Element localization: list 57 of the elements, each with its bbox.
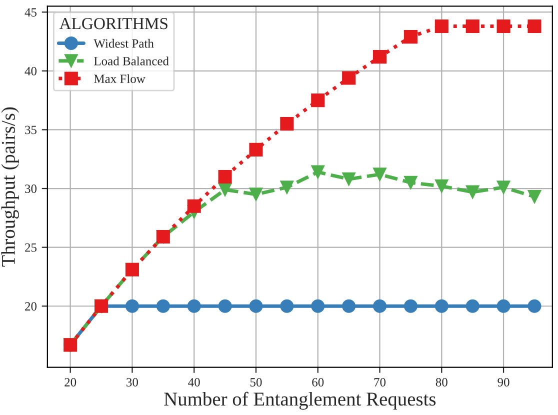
point: [404, 30, 418, 44]
point: [187, 299, 201, 313]
x-axis-title: Number of Entanglement Requests: [164, 392, 436, 410]
point: [187, 199, 201, 213]
point: [311, 299, 325, 313]
y-tick-label: 20: [25, 302, 37, 311]
point: [372, 299, 387, 313]
point: [372, 50, 387, 64]
point: [156, 299, 170, 313]
x-tick-label: 20: [64, 378, 76, 386]
point: [342, 71, 356, 85]
x-tick-label: 60: [312, 378, 324, 386]
x-tick-label: 70: [374, 378, 386, 386]
point: [466, 299, 480, 313]
y-tick-label: 45: [24, 8, 37, 17]
point: [280, 180, 294, 194]
point: [342, 172, 356, 186]
x-tick-label: 50: [250, 378, 262, 386]
point: [249, 299, 263, 313]
point: [496, 299, 510, 313]
point: [125, 299, 139, 313]
y-tick-label: 35: [25, 126, 37, 134]
point: [218, 299, 232, 313]
point: [280, 299, 294, 313]
point: [249, 188, 263, 202]
y-tick-label: 40: [24, 66, 37, 76]
point: [466, 19, 480, 33]
x-tick-label: 40: [188, 378, 200, 386]
point: [404, 299, 418, 313]
x-tick-label: 90: [498, 378, 510, 386]
point: [496, 180, 510, 194]
y-tick-label: 30: [25, 184, 37, 193]
legend-label: Widest Path: [94, 38, 154, 48]
point: [311, 94, 325, 108]
legend-label: Load Balanced: [94, 56, 169, 66]
point: [528, 299, 542, 313]
point: [372, 168, 387, 182]
point: [311, 165, 325, 179]
point: [218, 170, 232, 184]
x-tick-label: 80: [436, 378, 448, 386]
point: [528, 19, 542, 33]
y-tick-label: 25: [25, 243, 37, 252]
point: [466, 185, 480, 199]
point: [496, 19, 510, 33]
legend-title: ALGORITHMS: [59, 18, 168, 30]
point: [280, 117, 294, 131]
point: [404, 176, 418, 190]
point: [528, 190, 542, 204]
point: [249, 142, 263, 156]
point: [218, 182, 232, 196]
legend-label: Max Flow: [94, 74, 146, 84]
x-tick-label: 30: [126, 378, 138, 386]
point: [434, 19, 448, 33]
point: [434, 299, 448, 313]
point: [342, 299, 356, 313]
point: [434, 179, 448, 193]
y-axis-title: Throughput (pairs/s): [1, 107, 19, 267]
